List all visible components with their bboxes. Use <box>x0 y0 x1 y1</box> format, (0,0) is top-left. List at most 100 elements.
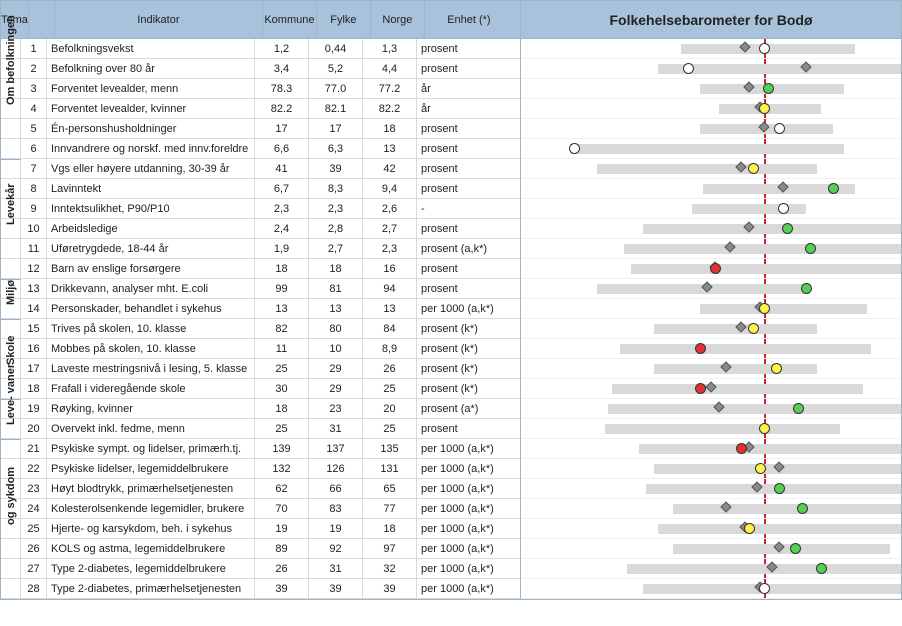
row-kommune: 2,3 <box>255 199 309 218</box>
row-indikator: Røyking, kvinner <box>47 399 255 418</box>
row-enhet: prosent (k*) <box>417 319 505 338</box>
row-fylke: 92 <box>309 539 363 558</box>
row-enhet: år <box>417 99 505 118</box>
row-indikator: KOLS og astma, legemiddelbrukere <box>47 539 255 558</box>
row-num: 14 <box>21 299 47 318</box>
row-indikator: Forventet levealder, kvinner <box>47 99 255 118</box>
row-enhet: prosent <box>417 419 505 438</box>
row-indikator: Barn av enslige forsørgere <box>47 259 255 278</box>
row-indikator: Forventet levealder, menn <box>47 79 255 98</box>
row-norge: 13 <box>363 299 417 318</box>
range-bar <box>612 384 863 394</box>
row-indikator: Lavinntekt <box>47 179 255 198</box>
kommune-dot <box>790 543 801 554</box>
row-num: 12 <box>21 259 47 278</box>
table-row: 18Frafall i videregående skole302925pros… <box>1 379 520 399</box>
row-indikator: Høyt blodtrykk, primærhelsetjenesten <box>47 479 255 498</box>
chart-row <box>521 499 901 519</box>
row-enhet: per 1000 (a,k*) <box>417 439 505 458</box>
row-indikator: Kolesterolsenkende legemidler, brukere <box>47 499 255 518</box>
row-kommune: 132 <box>255 459 309 478</box>
table-row: 20Overvekt inkl. fedme, menn253125prosen… <box>1 419 520 439</box>
tema-label: Leve- vaner <box>5 409 17 425</box>
row-enhet: per 1000 (a,k*) <box>417 559 505 578</box>
row-indikator: Hjerte- og karsykdom, beh. i sykehus <box>47 519 255 538</box>
row-fylke: 23 <box>309 399 363 418</box>
chart-title: Folkehelsebarometer for Bodø <box>521 1 901 39</box>
table-row: 25Hjerte- og karsykdom, beh. i sykehus19… <box>1 519 520 539</box>
row-norge: 97 <box>363 539 417 558</box>
row-fylke: 81 <box>309 279 363 298</box>
row-kommune: 70 <box>255 499 309 518</box>
row-norge: 4,4 <box>363 59 417 78</box>
row-fylke: 0,44 <box>309 39 363 58</box>
chart-row <box>521 139 901 159</box>
chart-row <box>521 239 901 259</box>
header-num <box>29 1 55 38</box>
range-bar <box>624 244 901 254</box>
row-num: 8 <box>21 179 47 198</box>
data-table: Tema Indikator Kommune Fylke Norge Enhet… <box>1 1 521 599</box>
chart-row <box>521 379 901 399</box>
chart-row <box>521 219 901 239</box>
row-enhet: per 1000 (a,k*) <box>417 299 505 318</box>
row-indikator: Laveste mestringsnivå i lesing, 5. klass… <box>47 359 255 378</box>
table-row: 22Psykiske lidelser, legemiddelbrukere13… <box>1 459 520 479</box>
range-bar <box>639 444 901 454</box>
row-indikator: Type 2-diabetes, primærhelsetjenesten <box>47 579 255 598</box>
row-num: 5 <box>21 119 47 138</box>
row-indikator: Psykiske lidelser, legemiddelbrukere <box>47 459 255 478</box>
row-fylke: 29 <box>309 359 363 378</box>
row-indikator: Psykiske sympt. og lidelser, primærh.tj. <box>47 439 255 458</box>
row-enhet: per 1000 (a,k*) <box>417 499 505 518</box>
row-norge: 84 <box>363 319 417 338</box>
row-norge: 25 <box>363 379 417 398</box>
row-indikator: Overvekt inkl. fedme, menn <box>47 419 255 438</box>
range-bar <box>673 504 901 514</box>
row-kommune: 1,9 <box>255 239 309 258</box>
row-enhet: prosent <box>417 39 505 58</box>
kommune-dot <box>805 243 816 254</box>
header-enhet: Enhet (*) <box>425 1 513 38</box>
table-row: 3Forventet levealder, menn78.377.077.2år <box>1 79 520 99</box>
row-fylke: 126 <box>309 459 363 478</box>
range-bar <box>627 564 901 574</box>
range-bar <box>608 404 901 414</box>
row-kommune: 99 <box>255 279 309 298</box>
table-row: 26KOLS og astma, legemiddelbrukere899297… <box>1 539 520 559</box>
row-kommune: 13 <box>255 299 309 318</box>
row-kommune: 139 <box>255 439 309 458</box>
range-bar <box>631 264 901 274</box>
table-row: 5Én-personshusholdninger171718prosent <box>1 119 520 139</box>
table-row: 6Innvandrere og norskf. med innv.foreldr… <box>1 139 520 159</box>
chart-row <box>521 159 901 179</box>
row-norge: 65 <box>363 479 417 498</box>
chart-row <box>521 299 901 319</box>
row-enhet: prosent <box>417 179 505 198</box>
table-row: 28Type 2-diabetes, primærhelsetjenesten3… <box>1 579 520 599</box>
row-num: 18 <box>21 379 47 398</box>
table-row: 10Arbeidsledige2,42,82,7prosent <box>1 219 520 239</box>
row-norge: 18 <box>363 519 417 538</box>
chart-row <box>521 99 901 119</box>
row-kommune: 3,4 <box>255 59 309 78</box>
row-num: 3 <box>21 79 47 98</box>
range-bar <box>658 64 901 74</box>
table-row: 12Barn av enslige forsørgere181816prosen… <box>1 259 520 279</box>
table-row: 27Type 2-diabetes, legemiddelbrukere2631… <box>1 559 520 579</box>
chart-row <box>521 479 901 499</box>
chart-row <box>521 459 901 479</box>
header-fylke: Fylke <box>317 1 371 38</box>
tema-label: Om befolkningen <box>5 89 17 105</box>
row-kommune: 82 <box>255 319 309 338</box>
row-num: 13 <box>21 279 47 298</box>
table-row: 19Røyking, kvinner182320prosent (a*) <box>1 399 520 419</box>
row-num: 2 <box>21 59 47 78</box>
row-norge: 1,3 <box>363 39 417 58</box>
row-kommune: 30 <box>255 379 309 398</box>
row-enhet: prosent <box>417 219 505 238</box>
row-num: 16 <box>21 339 47 358</box>
row-fylke: 137 <box>309 439 363 458</box>
row-enhet: per 1000 (a,k*) <box>417 519 505 538</box>
row-num: 26 <box>21 539 47 558</box>
